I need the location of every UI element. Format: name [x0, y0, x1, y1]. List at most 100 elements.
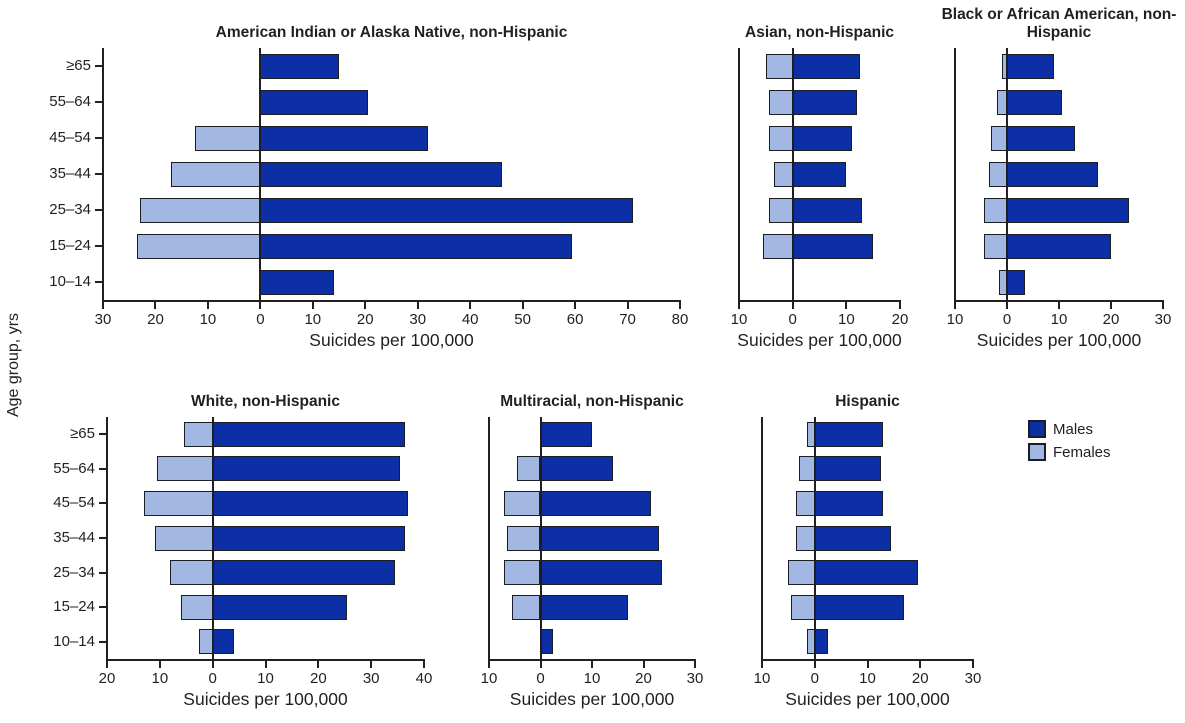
age-group-label: 45–54: [53, 494, 95, 512]
bar-females: [768, 197, 793, 223]
x-tick-label: 0: [208, 670, 217, 687]
panel-title: White, non-Hispanic: [191, 393, 340, 411]
y-axis-line: [488, 417, 490, 659]
x-tick-mark: [679, 300, 681, 309]
bar-males: [1007, 233, 1111, 259]
bar-females: [988, 161, 1007, 187]
bar-females: [983, 233, 1007, 259]
bar-males: [814, 560, 918, 586]
panel-multiracial: Multiracial, non-Hispanic 10 0 10 20 30 Suic…: [481, 393, 704, 709]
bar-males: [212, 456, 401, 482]
bar-females: [507, 525, 541, 551]
x-tick-mark: [206, 300, 209, 309]
x-axis-line: [102, 300, 681, 302]
x-tick-label: 30: [964, 670, 982, 687]
bar-males: [814, 490, 884, 516]
legend-females: Females: [1028, 443, 1111, 461]
x-tick-label: 20: [356, 311, 374, 328]
bar-males: [792, 53, 860, 79]
bar-females: [180, 594, 213, 620]
bar-males: [1007, 197, 1130, 223]
bar-males: [814, 421, 884, 447]
bar-females: [143, 490, 213, 516]
panel-american-indian-alaska-native: American Indian or Alaska Native, non-Hi…: [49, 24, 688, 350]
age-tick-mark: [99, 467, 107, 470]
x-tick-mark: [642, 659, 645, 668]
x-tick-label: 20: [635, 670, 652, 687]
bar-males: [540, 560, 662, 586]
panel-title: American Indian or Alaska Native, non-Hi…: [215, 24, 568, 42]
age-tick-mark: [99, 640, 107, 643]
bar-males: [212, 421, 406, 447]
legend-males-label: Males: [1053, 420, 1094, 438]
x-tick-label: 50: [514, 311, 531, 328]
age-group-label: 25–34: [53, 563, 95, 581]
bar-females: [768, 125, 793, 151]
x-tick-mark: [972, 659, 974, 668]
x-tick-label: 10: [859, 670, 876, 687]
x-axis-title: Suicides per 100,000: [309, 330, 474, 350]
bar-females: [154, 525, 213, 551]
bar-males: [260, 269, 334, 295]
y-axis-line: [761, 417, 763, 659]
bar-males: [1007, 161, 1098, 187]
age-group-label: 55–64: [53, 459, 95, 477]
legend-females-label: Females: [1053, 443, 1111, 461]
age-group-label: 35–44: [49, 165, 91, 182]
x-tick-mark: [102, 300, 104, 309]
x-tick-mark: [1110, 300, 1112, 309]
age-group-label: 10–14: [49, 273, 91, 290]
plot-area: 10 0 10 20 30: [481, 417, 703, 687]
x-tick-label: 20: [1102, 311, 1120, 328]
bar-males: [792, 197, 863, 223]
age-group-label: 15–24: [49, 237, 91, 254]
x-tick-mark: [154, 300, 157, 309]
x-tick-mark: [574, 300, 577, 309]
x-tick-label: 10: [151, 670, 169, 687]
x-axis-title: Suicides per 100,000: [509, 689, 675, 709]
age-group-label: 55–64: [49, 93, 91, 110]
x-axis-title: Suicides per 100,000: [183, 689, 348, 709]
bar-males: [814, 456, 881, 482]
bar-females: [999, 269, 1007, 295]
bar-females: [1001, 53, 1007, 79]
panel-black-african-american: Black or African American, non-Hispanic …: [942, 6, 1177, 350]
bar-males: [212, 594, 348, 620]
bar-males: [260, 89, 368, 115]
x-tick-label: 0: [810, 670, 819, 687]
bar-females: [157, 456, 213, 482]
bar-males: [1007, 125, 1075, 151]
females-swatch-icon: [1028, 443, 1046, 461]
bar-males: [792, 233, 874, 259]
bar-females: [170, 560, 213, 586]
x-tick-mark: [416, 300, 419, 309]
bar-females: [504, 560, 541, 586]
bar-males: [212, 525, 406, 551]
x-tick-mark: [539, 659, 542, 668]
panel-asian: Asian, non-Hispanic 10 0 10 20 Suicides per…: [731, 24, 909, 350]
x-tick-mark: [488, 659, 490, 668]
age-tick-mark: [95, 209, 103, 211]
bar-males: [540, 629, 554, 655]
plot-area: 20 10 0 10 20 30 40 ≥65 55–64 45–54 35–44 25–34 15–2…: [53, 417, 432, 687]
x-tick-label: 10: [730, 311, 748, 328]
x-tick-label: 10: [837, 311, 855, 328]
bar-males: [212, 560, 395, 586]
x-tick-label: 10: [304, 311, 322, 328]
bar-males: [540, 594, 629, 620]
bar-males: [814, 594, 905, 620]
bar-males: [792, 125, 852, 151]
x-tick-mark: [317, 659, 320, 668]
age-group-label: 15–24: [53, 598, 95, 616]
x-tick-label: 10: [480, 670, 498, 687]
x-tick-label: 60: [566, 311, 584, 328]
bar-females: [139, 197, 261, 223]
legend: Males Females: [1028, 420, 1111, 466]
x-tick-mark: [1006, 300, 1008, 309]
bar-females: [512, 594, 541, 620]
bar-males: [260, 197, 633, 223]
age-group-label: 45–54: [49, 129, 91, 146]
x-tick-mark: [738, 300, 740, 309]
age-group-label: ≥65: [70, 425, 95, 443]
x-tick-label: 0: [1002, 311, 1012, 328]
